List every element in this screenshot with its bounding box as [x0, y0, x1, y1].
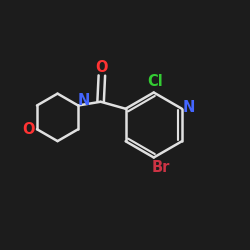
Text: Cl: Cl — [147, 74, 163, 90]
Text: Br: Br — [152, 160, 171, 176]
Text: N: N — [78, 94, 90, 108]
Text: O: O — [96, 60, 108, 75]
Text: O: O — [23, 122, 35, 137]
Text: N: N — [183, 100, 195, 115]
